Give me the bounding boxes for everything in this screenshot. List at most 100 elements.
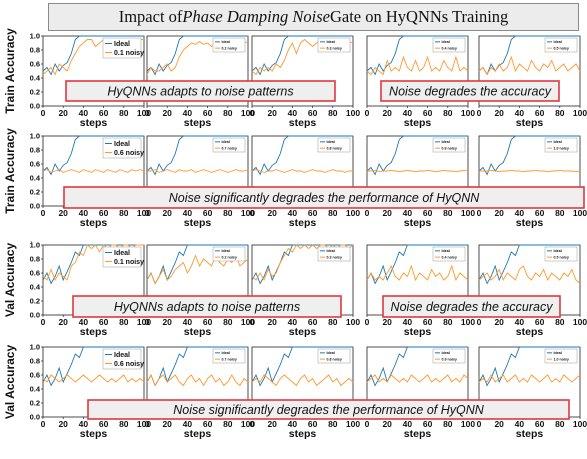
- y-tick-label: 0.0: [30, 311, 40, 320]
- series-noisy-line: [366, 374, 469, 383]
- x-tick-label: 80: [555, 419, 565, 429]
- x-tick-label: 100: [573, 208, 587, 218]
- legend-frame: [212, 348, 246, 364]
- legend-label-ideal: Ideal: [554, 140, 562, 144]
- x-tick-label: 40: [288, 419, 298, 429]
- legend-label-noisy: 0.8 noisy: [327, 146, 342, 150]
- x-tick-label: 0: [250, 108, 255, 118]
- x-tick-label: 80: [555, 208, 565, 218]
- x-tick-label: 60: [99, 208, 109, 218]
- x-tick-label: 0: [145, 317, 150, 327]
- y-tick-label: 0.8: [30, 46, 40, 55]
- x-tick-label: 40: [79, 108, 89, 118]
- y-tick-label: 0.0: [30, 413, 40, 422]
- x-axis-label: steps: [289, 117, 317, 129]
- x-tick-label: 100: [346, 317, 360, 327]
- x-tick-label: 60: [423, 108, 433, 118]
- x-tick-label: 20: [162, 108, 172, 118]
- panel-r1-c3: 0 20 40 60 80 100 steps Ideal 0.9 noisy: [365, 135, 475, 229]
- legend-frame: [432, 246, 466, 262]
- series-noisy-line: [42, 169, 145, 173]
- y-tick-label: 1.0: [30, 241, 40, 250]
- legend-label-noisy: 0.3 noisy: [327, 255, 342, 259]
- x-axis-label: steps: [516, 326, 544, 338]
- x-tick-label: 100: [573, 108, 587, 118]
- legend: Ideal 0.4 noisy: [432, 246, 466, 262]
- legend-frame: [317, 37, 351, 53]
- series-noisy-line: [146, 373, 249, 387]
- legend-frame: [432, 137, 466, 153]
- x-tick-label: 40: [288, 108, 298, 118]
- x-tick-label: 40: [288, 208, 298, 218]
- x-tick-label: 40: [288, 317, 298, 327]
- legend-label-noisy: 1.0 noisy: [554, 357, 569, 361]
- panel-r2-c1: 0 20 40 60 80 100 steps Ideal 0.2 noisy: [145, 244, 255, 338]
- x-tick-label: 40: [403, 108, 413, 118]
- series-ideal-line: [366, 35, 468, 76]
- callout-frame: [72, 295, 342, 318]
- stray-mark: ,: [30, 235, 32, 244]
- x-axis-label: steps: [404, 428, 432, 440]
- legend-label-noisy: 0.5 noisy: [554, 255, 569, 259]
- x-tick-label: 60: [99, 317, 109, 327]
- legend-label-ideal: Ideal: [327, 140, 335, 144]
- x-tick-label: 100: [461, 317, 475, 327]
- y-tick-label: 0.0: [30, 202, 40, 211]
- x-axis-label: steps: [80, 326, 108, 338]
- legend-frame: [544, 246, 578, 262]
- series-noisy-line: [478, 265, 581, 284]
- x-tick-label: 20: [382, 208, 392, 218]
- legend: Ideal 0.8 noisy: [317, 137, 351, 153]
- x-tick-label: 80: [443, 317, 453, 327]
- y-tick-label: 0.2: [30, 399, 40, 408]
- series-noisy-line: [42, 374, 145, 383]
- panel-r1-c0: 0 20 40 60 80 100 steps 0.0 0.2 0.4 0.6 0.8 1.0 Ideal…: [30, 132, 152, 230]
- legend: Ideal 0.6 noisy: [102, 348, 144, 370]
- legend-label-noisy: 0.1 noisy: [114, 50, 144, 57]
- y-tick-label: 1.0: [30, 132, 40, 141]
- y-tick-label: 0.4: [30, 74, 41, 83]
- series-ideal-line: [478, 244, 580, 285]
- callout-text: Noise significantly degrades the perform…: [169, 191, 481, 205]
- legend-frame: [432, 37, 466, 53]
- panel-r3-c3: 0 20 40 60 80 100 steps Ideal 0.9 noisy: [365, 346, 475, 440]
- x-tick-label: 0: [145, 108, 150, 118]
- legend-frame: [432, 348, 466, 364]
- x-tick-label: 20: [267, 419, 277, 429]
- figure-title: Impact of Phase Damping Noise Gate on Hy…: [48, 3, 579, 31]
- x-tick-label: 20: [494, 208, 504, 218]
- x-tick-label: 60: [423, 208, 433, 218]
- legend: Ideal 0.9 noisy: [432, 348, 466, 364]
- x-tick-label: 100: [461, 419, 475, 429]
- x-axis-label: steps: [516, 428, 544, 440]
- legend-frame: [317, 246, 351, 262]
- x-tick-label: 60: [423, 419, 433, 429]
- legend-label-ideal: Ideal: [554, 351, 562, 355]
- x-tick-label: 40: [183, 108, 193, 118]
- x-axis-label: steps: [404, 326, 432, 338]
- y-tick-label: 0.4: [30, 174, 41, 183]
- panel-r1-c4: 0 20 40 60 80 100 steps Ideal 1.0 noisy: [477, 135, 587, 229]
- y-tick-label: 0.2: [30, 297, 40, 306]
- legend-label-noisy: 0.3 noisy: [327, 46, 342, 50]
- y-tick-label: 0.4: [30, 283, 41, 292]
- legend: Ideal 0.6 noisy: [102, 137, 144, 159]
- legend-frame: [317, 348, 351, 364]
- panel-r2-c2: 0 20 40 60 80 100 steps Ideal 0.3 noisy: [250, 244, 360, 338]
- x-tick-label: 0: [145, 208, 150, 218]
- legend-frame: [544, 348, 578, 364]
- x-tick-label: 60: [535, 419, 545, 429]
- x-tick-label: 60: [535, 208, 545, 218]
- legend-label-ideal: Ideal: [554, 249, 562, 253]
- series-ideal-line: [251, 244, 353, 285]
- series-ideal-line: [146, 135, 248, 176]
- x-axis-label: steps: [289, 217, 317, 229]
- title-prefix: Impact of: [118, 7, 183, 26]
- callout-box: HyQNNs adapts to noise patterns: [72, 295, 342, 318]
- legend-frame: [212, 246, 246, 262]
- callout-text: HyQNNs adapts to noise patterns: [114, 300, 300, 314]
- y-tick-label: 0.2: [30, 188, 40, 197]
- x-tick-label: 40: [515, 419, 525, 429]
- x-tick-label: 40: [183, 419, 193, 429]
- series-noisy-line: [367, 169, 469, 173]
